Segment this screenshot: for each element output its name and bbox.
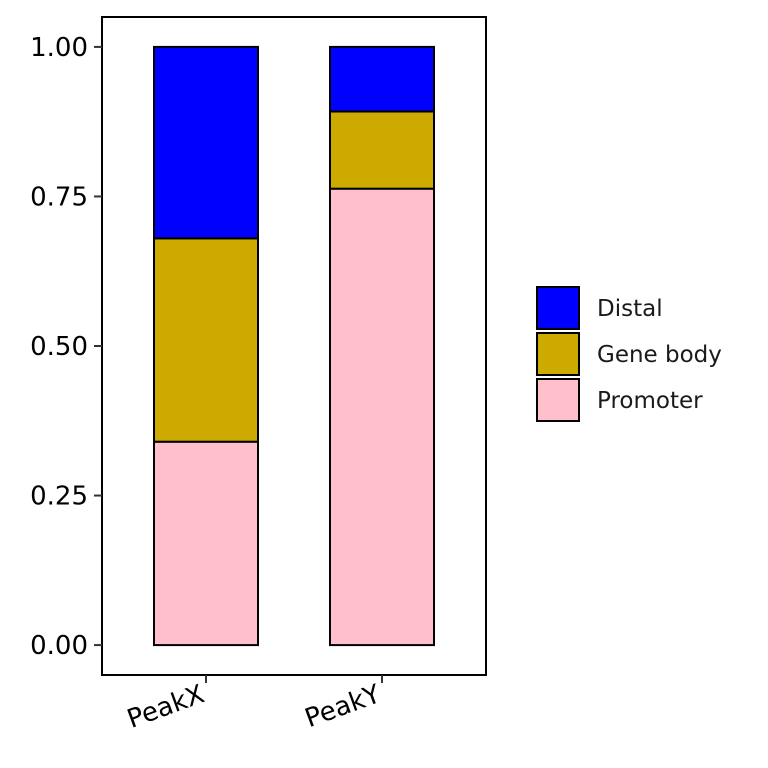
y-tick-label: 0.25 <box>30 482 88 512</box>
x-tick-label: PeakX <box>123 679 208 734</box>
bar-segment-distal <box>153 45 259 240</box>
y-tick-label: 1.00 <box>30 33 88 63</box>
bar-segment-distal <box>329 45 435 113</box>
bars-group <box>153 45 435 647</box>
legend-key-gene-body <box>536 332 580 376</box>
bar-segment-gene-body <box>153 237 259 443</box>
bar-segment-promoter <box>153 440 259 647</box>
bar-segment-gene-body <box>329 110 435 190</box>
legend-key-distal <box>536 286 580 330</box>
y-tick-label: 0.50 <box>30 332 88 362</box>
legend: Distal Gene body Promoter <box>536 286 722 422</box>
y-axis: 0.00 0.25 0.50 0.75 1.00 <box>30 33 102 661</box>
legend-label: Promoter <box>597 388 703 414</box>
legend-key-promoter <box>536 378 580 422</box>
x-axis: PeakX PeakY <box>123 675 384 735</box>
y-tick-label: 0.00 <box>30 631 88 661</box>
bar-segment-promoter <box>329 187 435 647</box>
legend-label: Distal <box>597 296 663 322</box>
y-tick-label: 0.75 <box>30 182 88 212</box>
x-tick-label: PeakY <box>301 679 384 734</box>
legend-label: Gene body <box>597 342 722 368</box>
